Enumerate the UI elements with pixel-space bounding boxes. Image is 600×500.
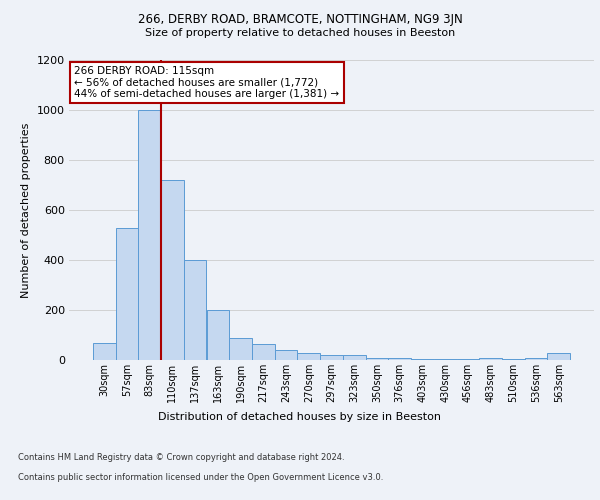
Bar bbox=[139, 110, 161, 360]
Bar bbox=[434, 359, 457, 360]
Text: 266, DERBY ROAD, BRAMCOTE, NOTTINGHAM, NG9 3JN: 266, DERBY ROAD, BRAMCOTE, NOTTINGHAM, N… bbox=[137, 12, 463, 26]
Bar bbox=[116, 228, 139, 360]
Bar bbox=[93, 342, 116, 360]
Bar bbox=[479, 358, 502, 360]
Text: Size of property relative to detached houses in Beeston: Size of property relative to detached ho… bbox=[145, 28, 455, 38]
Bar bbox=[229, 338, 252, 360]
Bar bbox=[547, 352, 570, 360]
Bar bbox=[457, 359, 479, 360]
Bar bbox=[502, 359, 524, 360]
Text: Contains public sector information licensed under the Open Government Licence v3: Contains public sector information licen… bbox=[18, 474, 383, 482]
Bar bbox=[252, 344, 275, 360]
Bar bbox=[343, 355, 365, 360]
Bar bbox=[365, 358, 388, 360]
Bar bbox=[524, 358, 547, 360]
Bar bbox=[275, 350, 298, 360]
Bar bbox=[184, 260, 206, 360]
Bar bbox=[298, 352, 320, 360]
Text: Contains HM Land Registry data © Crown copyright and database right 2024.: Contains HM Land Registry data © Crown c… bbox=[18, 454, 344, 462]
Y-axis label: Number of detached properties: Number of detached properties bbox=[21, 122, 31, 298]
Bar bbox=[161, 180, 184, 360]
Bar bbox=[388, 358, 411, 360]
Bar bbox=[320, 355, 343, 360]
Bar bbox=[411, 358, 434, 360]
Text: 266 DERBY ROAD: 115sqm
← 56% of detached houses are smaller (1,772)
44% of semi-: 266 DERBY ROAD: 115sqm ← 56% of detached… bbox=[74, 66, 340, 99]
Text: Distribution of detached houses by size in Beeston: Distribution of detached houses by size … bbox=[158, 412, 442, 422]
Bar bbox=[206, 310, 229, 360]
